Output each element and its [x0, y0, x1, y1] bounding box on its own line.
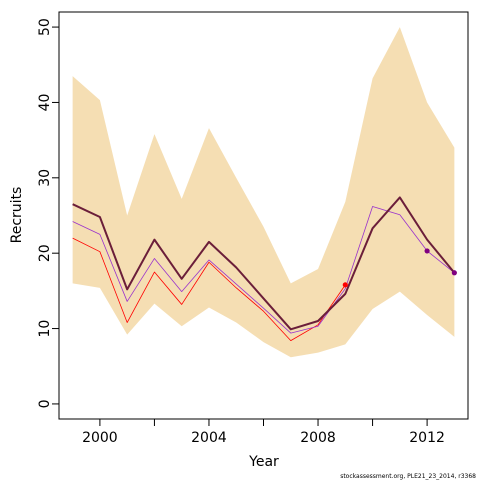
data-point-3	[451, 270, 457, 276]
data-point-1	[342, 282, 348, 288]
x-tick-label-2012: 2012	[409, 430, 445, 446]
series-line-1	[72, 237, 346, 342]
x-tick-label-2000: 2000	[82, 430, 118, 446]
footnote: stockassessment.org, PLE21_23_2014, r336…	[340, 473, 476, 480]
y-tick-label-30: 30	[37, 169, 53, 187]
series-layer	[72, 196, 456, 342]
series-line-2	[72, 206, 455, 334]
x-axis-title: Year	[248, 454, 279, 470]
y-tick-label-40: 40	[37, 94, 53, 112]
y-tick-label-10: 10	[37, 320, 53, 338]
y-tick-label-0: 0	[37, 399, 53, 408]
y-tick-label-20: 20	[37, 244, 53, 262]
points-layer	[342, 248, 457, 288]
y-axis: 0 10 20 30 40 50	[37, 18, 60, 408]
y-axis-title: Recruits	[9, 187, 25, 244]
x-tick-label-2008: 2008	[300, 430, 336, 446]
data-point-2	[424, 248, 430, 254]
x-axis: 2000 2004 2008 2012	[82, 418, 445, 446]
series-line-3	[72, 196, 456, 331]
x-tick-label-2004: 2004	[191, 430, 227, 446]
y-tick-label-50: 50	[37, 18, 53, 36]
